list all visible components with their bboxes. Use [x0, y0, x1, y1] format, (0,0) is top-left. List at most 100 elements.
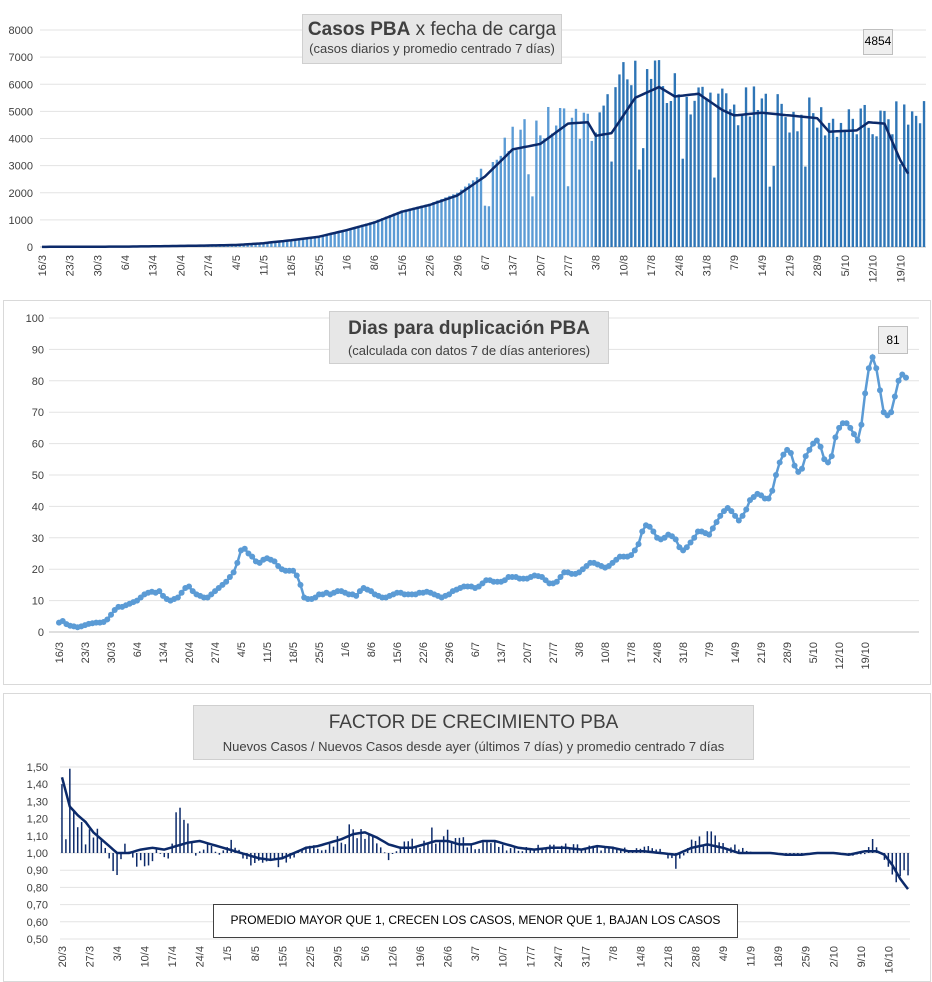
chart-casos-bar	[519, 129, 522, 247]
chart-factor-bar	[525, 847, 528, 853]
chart-factor-bar	[383, 852, 386, 854]
chart-factor-bar	[494, 840, 496, 853]
chart-casos-bar	[895, 101, 898, 247]
chart-factor-bar	[643, 846, 646, 853]
chart-casos-bar	[574, 108, 578, 247]
chart-factor-bar	[246, 853, 248, 860]
chart-factor-bar	[427, 842, 429, 853]
chart-duplicacion-point	[850, 431, 857, 438]
chart-casos-bar	[297, 238, 301, 247]
chart-factor-bar	[69, 768, 71, 853]
chart-duplicacion-xtick: 14/9	[730, 642, 742, 663]
chart-factor-xtick: 11/9	[746, 946, 758, 967]
chart-duplicacion-point	[743, 506, 750, 513]
chart-casos-bar	[507, 151, 510, 247]
chart-factor-xtick: 9/10	[856, 946, 868, 967]
chart-casos-xtick: 15/6	[397, 255, 409, 276]
chart-casos-panel: 0 1000 2000 3000 4000 5000 6000 7000 8000 16/3 23/…	[0, 0, 932, 288]
chart-factor-bar	[230, 839, 232, 853]
chart-duplicacion-xtick: 13/4	[158, 642, 170, 663]
chart-duplicacion-ytick: 50	[32, 470, 44, 482]
chart-casos-bar	[582, 112, 586, 248]
chart-factor-ytick: 0,70	[27, 900, 48, 912]
chart-factor-bar	[604, 847, 606, 853]
chart-duplicacion-xtick: 1/6	[340, 642, 352, 657]
chart-casos-bar	[697, 87, 700, 247]
chart-casos-bar	[412, 207, 415, 247]
chart-factor-xtick: 31/7	[580, 946, 592, 967]
chart-duplicacion-point	[895, 377, 902, 384]
chart-factor-bar	[206, 842, 209, 853]
chart-casos-bar	[855, 134, 858, 247]
chart-duplicacion-point	[104, 616, 111, 623]
chart-factor-bar	[360, 829, 362, 853]
chart-factor-bar	[580, 849, 583, 853]
chart-casos-bar	[444, 197, 447, 247]
chart-factor-plot: 0,50 0,60 0,70 0,80 0,90 1,00 1,10 1,20 1,30 1,40…	[27, 762, 910, 974]
chart-casos-bar	[321, 235, 324, 247]
chart-casos-bar	[531, 196, 534, 247]
chart-casos-bar	[847, 109, 851, 247]
chart-factor-bar	[364, 838, 366, 853]
chart-casos-bar	[586, 113, 590, 247]
chart-factor-bar	[391, 853, 394, 854]
chart-factor-bar	[120, 853, 122, 860]
chart-duplicacion-point	[858, 421, 865, 428]
chart-casos-bar	[345, 229, 348, 247]
chart-factor-bar	[726, 848, 728, 853]
chart-casos-bar	[416, 206, 419, 247]
chart-duplicacion-ytick: 30	[32, 533, 44, 545]
chart-factor-bar	[80, 822, 83, 853]
chart-duplicacion-point	[226, 574, 233, 581]
chart-casos-bar	[788, 132, 791, 247]
chart-factor-ytick: 1,40	[27, 779, 48, 791]
chart-factor-xtick: 24/4	[195, 946, 207, 967]
chart-duplicacion-point	[156, 588, 163, 595]
chart-factor-xtick: 28/8	[691, 946, 703, 967]
chart-casos-bar	[736, 125, 740, 247]
chart-casos-ytick: 3000	[9, 161, 33, 173]
chart-duplicacion-point	[293, 572, 300, 579]
chart-casos-bar	[804, 166, 807, 247]
chart-duplicacion-point	[732, 512, 739, 519]
chart-duplicacion-xtick: 3/8	[574, 642, 586, 657]
chart-factor-xtick: 10/7	[498, 946, 510, 967]
chart-casos-bar	[816, 127, 819, 247]
chart-casos-bar	[460, 189, 463, 247]
chart-casos-bar	[839, 122, 843, 247]
chart-casos-bar	[725, 93, 728, 247]
chart-factor-ytick: 1,20	[27, 814, 48, 826]
chart-casos-bar	[369, 222, 372, 247]
chart-duplicacion-point	[854, 437, 861, 444]
chart-factor-bar	[608, 846, 610, 853]
chart-factor-bar	[907, 853, 909, 876]
chart-factor-xtick: 2/10	[828, 946, 840, 967]
chart-casos-bar	[289, 239, 293, 247]
chart-duplicacion-xtick: 20/7	[522, 642, 534, 663]
chart-casos-bar	[396, 211, 400, 247]
chart-factor-bar	[435, 843, 437, 853]
chart-duplicacion-point	[739, 512, 746, 519]
chart-factor-title-box: FACTOR DE CRECIMIENTO PBA Nuevos Casos /…	[193, 705, 754, 760]
chart-casos-bar	[511, 126, 514, 247]
chart-duplicacion-point	[806, 446, 813, 453]
chart-factor-ytick: 0,90	[27, 865, 48, 877]
chart-casos-ytick: 1000	[9, 215, 33, 227]
chart-casos-ytick: 6000	[9, 79, 33, 91]
chart-casos-bar	[812, 113, 815, 248]
chart-casos-bar	[258, 243, 261, 247]
chart-casos-bar	[305, 237, 309, 247]
chart-factor-xtick: 17/4	[167, 946, 179, 967]
chart-factor-bar	[61, 784, 63, 853]
chart-casos-bar	[361, 224, 364, 247]
chart-factor-bar	[486, 841, 488, 853]
chart-duplicacion-point	[234, 559, 241, 566]
chart-duplicacion-xtick: 31/8	[678, 642, 690, 663]
chart-duplicacion-point	[843, 420, 850, 427]
chart-casos-bar	[313, 236, 317, 247]
chart-factor-bar	[742, 847, 744, 853]
chart-factor-title: FACTOR DE CRECIMIENTO PBA	[328, 712, 619, 733]
chart-duplicacion-point	[557, 574, 564, 581]
chart-factor-bar	[317, 848, 319, 853]
chart-factor-bar	[860, 853, 862, 855]
